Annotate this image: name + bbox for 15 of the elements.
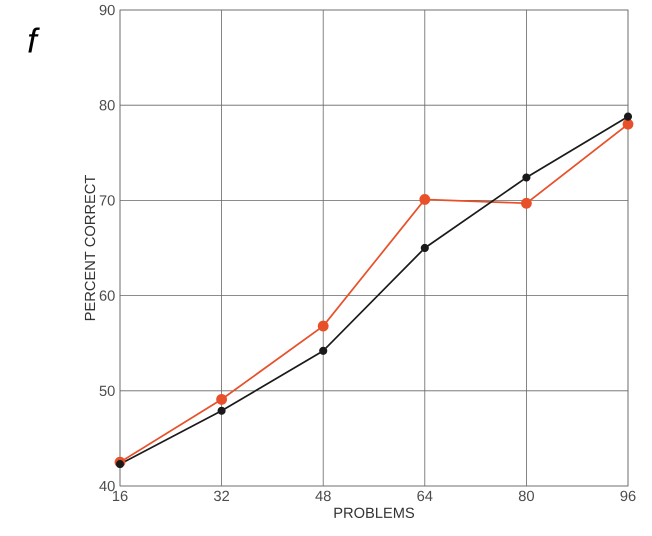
y-tick-label: 70 bbox=[100, 195, 115, 206]
x-tick-label: 16 bbox=[112, 490, 128, 502]
y-tick-label: 60 bbox=[100, 290, 115, 301]
x-tick-label: 96 bbox=[620, 490, 636, 502]
x-tick-label: 80 bbox=[518, 490, 534, 502]
y-tick-label: 80 bbox=[100, 100, 115, 110]
y-tick-label: 40 bbox=[99, 480, 115, 492]
x-axis-title: PROBLEMS bbox=[334, 508, 414, 518]
x-tick-label: 32 bbox=[214, 490, 230, 502]
x-tick-label: 48 bbox=[315, 490, 331, 502]
y-tick-label: 90 bbox=[100, 4, 115, 16]
x-tick-label: 64 bbox=[417, 490, 433, 502]
text: f bbox=[28, 27, 40, 53]
y-tick-label: 50 bbox=[100, 386, 115, 396]
y-axis-title: PERCENT CORRECT bbox=[84, 175, 96, 320]
